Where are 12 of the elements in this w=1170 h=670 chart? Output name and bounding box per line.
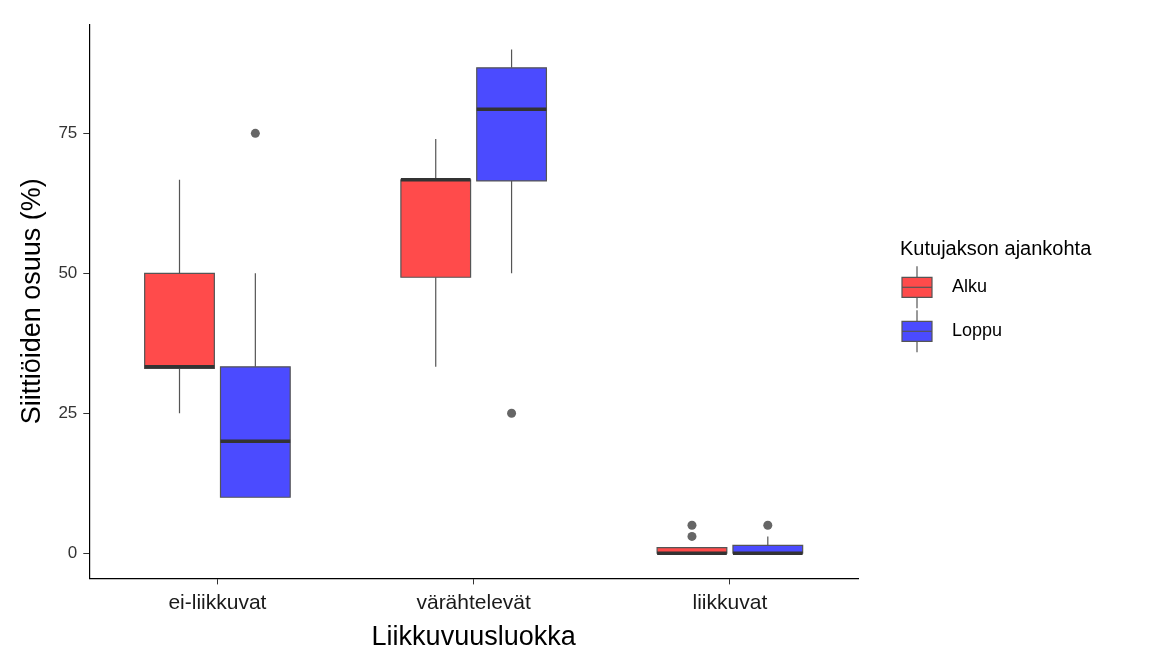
x-axis-title: Liikkuvuusluokka [371, 621, 577, 652]
y-axis-title: Siittiöiden osuus (%) [15, 178, 46, 425]
x-tick-label: värähtelevät [416, 589, 532, 613]
x-tick-label: ei-liikkuvat [168, 589, 267, 613]
legend-title: Kutujakson ajankohta [900, 236, 1093, 259]
y-tick-label: 0 [67, 542, 78, 562]
x-tick-label: liikkuvat [692, 589, 768, 613]
legend-label: Loppu [952, 320, 1003, 341]
legend-label: Alku [952, 276, 988, 297]
y-tick-label: 50 [58, 263, 78, 282]
y-tick-label: 25 [58, 402, 78, 422]
y-tick-label: 75 [58, 123, 78, 143]
